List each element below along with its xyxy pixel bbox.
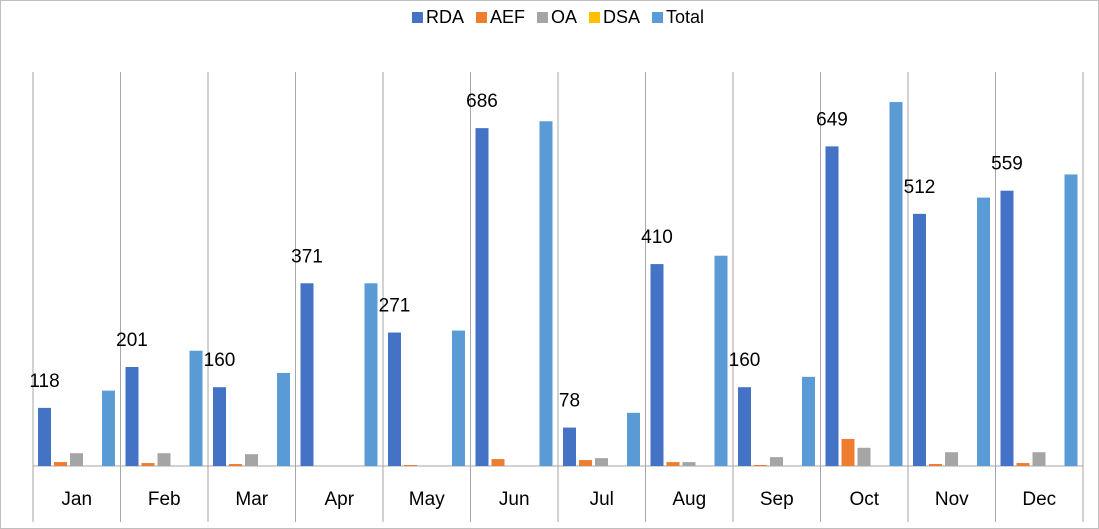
legend-label: Total (666, 7, 704, 27)
x-tick-label: Sep (760, 489, 794, 510)
bar (102, 390, 115, 466)
legend-label: OA (551, 7, 577, 27)
bar (841, 438, 855, 466)
bar (54, 462, 67, 466)
bar (1064, 174, 1078, 466)
bar (213, 387, 226, 466)
data-label: 201 (116, 330, 148, 351)
bar (38, 407, 51, 466)
x-tick-label: Feb (148, 489, 181, 510)
bar (682, 462, 696, 466)
bar (627, 412, 640, 466)
data-label: 160 (204, 350, 236, 371)
bar (452, 330, 465, 466)
bar (666, 462, 680, 466)
x-tick-label: Oct (849, 489, 879, 510)
bar (945, 452, 958, 466)
legend-swatch (589, 12, 600, 23)
legend-swatch (475, 12, 487, 23)
bar (1000, 190, 1014, 466)
legend-swatch (652, 12, 664, 23)
x-tick-label: Mar (235, 489, 268, 510)
bar (802, 376, 815, 466)
bar (388, 332, 401, 466)
bar (770, 457, 783, 466)
bar (245, 454, 258, 466)
bar (825, 146, 839, 466)
data-label: 649 (816, 109, 848, 130)
bar (754, 465, 767, 466)
bar (579, 460, 592, 466)
bar (1032, 452, 1046, 466)
x-tick-label: Apr (324, 489, 354, 510)
legend-swatch (536, 12, 548, 23)
bar (929, 464, 942, 466)
legend-label: DSA (603, 7, 640, 27)
data-label: 512 (904, 177, 936, 198)
bar (277, 372, 290, 466)
data-label: 271 (379, 296, 411, 317)
data-label: 118 (29, 371, 59, 392)
bar (977, 197, 990, 466)
bar (125, 367, 139, 466)
x-tick-label: May (409, 489, 445, 510)
x-tick-label: Nov (935, 489, 969, 510)
bar (857, 447, 871, 466)
x-tick-label: Jan (61, 489, 92, 510)
bar (650, 264, 664, 466)
bar (563, 427, 576, 466)
data-label: 371 (291, 246, 323, 267)
bar (539, 121, 553, 466)
bar (300, 283, 314, 466)
bar (491, 459, 505, 466)
bar (475, 128, 489, 466)
bar (229, 464, 242, 466)
data-label: 559 (991, 154, 1023, 175)
bar (189, 350, 203, 466)
bar (913, 213, 926, 466)
bar (141, 463, 155, 466)
legend-swatch (411, 12, 423, 23)
bar (1016, 463, 1030, 466)
x-tick-label: Jun (499, 489, 530, 510)
data-label: 160 (729, 350, 761, 371)
legend-label: RDA (426, 7, 464, 27)
legend: RDA AEF OA DSA Total (411, 7, 704, 27)
x-tick-label: Dec (1022, 489, 1056, 510)
data-label: 686 (466, 91, 498, 112)
bar (364, 283, 378, 466)
data-label: 410 (641, 227, 673, 248)
legend-label: AEF (490, 7, 525, 27)
bar (404, 465, 417, 466)
x-tick-label: Aug (672, 489, 706, 510)
bar (738, 387, 751, 466)
bar (157, 453, 171, 466)
bar (889, 102, 903, 466)
bar (70, 453, 83, 466)
bar (714, 255, 728, 466)
x-tick-label: Jul (590, 489, 614, 510)
data-label: 78 (559, 391, 580, 412)
bar (595, 458, 608, 466)
